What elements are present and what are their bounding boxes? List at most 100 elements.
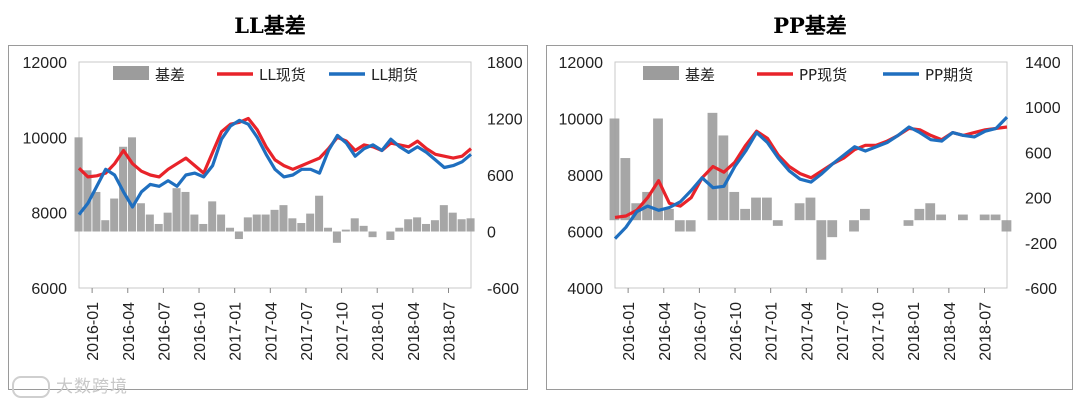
- pp-right-axis-tick: 1000: [1025, 100, 1061, 117]
- ll-plot-area: [78, 61, 472, 289]
- pp-basis-bar: [827, 220, 838, 238]
- ll-basis-bar: [306, 213, 315, 232]
- ll-legend-label: LL期货: [371, 66, 418, 84]
- ll-basis-bar: [430, 220, 439, 232]
- ll-basis-bar: [341, 229, 350, 232]
- ll-basis-bar: [368, 231, 377, 238]
- ll-basis-bar: [315, 195, 324, 232]
- ll-basis-bar: [261, 214, 270, 232]
- pp-x-tick-label: 2016-01: [621, 302, 638, 361]
- ll-basis-bar: [279, 205, 288, 232]
- pp-basis-bar: [620, 158, 631, 221]
- pp-chart-panel: PP基差 12000 10000 8000 6000 4000 1400 1000 600 20…: [540, 0, 1080, 402]
- ll-basis-bar: [448, 212, 457, 232]
- pp-legend-label: PP期货: [925, 66, 973, 84]
- pp-x-tick-label: 2017-04: [799, 302, 816, 361]
- pp-left-axis-tick: 6000: [567, 225, 603, 242]
- ll-basis-bar: [359, 225, 368, 232]
- pp-x-tick-label: 2018-07: [977, 302, 994, 361]
- ll-basis-bar: [128, 137, 137, 232]
- ll-basis-bar: [324, 227, 333, 232]
- pp-basis-bar: [794, 203, 805, 221]
- ll-x-tick-label: 2016-10: [192, 302, 209, 361]
- pp-basis-bar: [925, 203, 936, 221]
- ll-basis-bar: [386, 231, 395, 240]
- pp-basis-bar: [860, 208, 870, 221]
- ll-chart-svg: 120001000080006000180012006000-6002016-0…: [23, 55, 523, 361]
- ll-left-axis-tick: 10000: [23, 130, 68, 147]
- pp-x-tick-label: 2016-04: [657, 302, 674, 361]
- pp-chart-frame: 12000 10000 8000 6000 4000 1400 1000 600 200 -200…: [546, 45, 1073, 390]
- ll-basis-bar: [252, 214, 261, 232]
- pp-basis-bar: [772, 220, 783, 226]
- ll-left-axis-tick: 12000: [23, 55, 68, 72]
- pp-basis-bar: [609, 118, 620, 221]
- ll-x-tick-label: 2016-07: [156, 302, 173, 361]
- ll-right-axis-tick: 600: [487, 168, 514, 185]
- ll-basis-bar: [466, 218, 475, 232]
- ll-basis-bar: [422, 223, 431, 232]
- ll-basis-bar: [154, 223, 163, 232]
- ll-x-tick-label: 2017-04: [263, 302, 280, 361]
- pp-plot-area: [614, 61, 1008, 289]
- pp-legend-label: PP现货: [799, 66, 847, 84]
- ll-basis-bar: [181, 191, 190, 232]
- pp-basis-bar: [751, 197, 761, 221]
- pp-basis-bar: [740, 208, 751, 221]
- ll-basis-bar: [332, 231, 341, 243]
- pp-basis-bar: [903, 220, 914, 226]
- pp-basis-bar: [816, 220, 827, 260]
- ll-series-spot-line: [77, 116, 473, 179]
- ll-series-futures-line: [77, 118, 473, 216]
- pp-series-futures-line: [613, 115, 1009, 240]
- ll-basis-bar: [217, 214, 226, 232]
- ll-x-tick-label: 2018-01: [370, 302, 387, 361]
- ll-basis-bar: [136, 203, 145, 232]
- pp-basis-bar: [849, 220, 859, 232]
- pp-left-axis-tick: 10000: [559, 112, 604, 129]
- ll-basis-bar: [457, 219, 466, 232]
- pp-x-tick-label: 2016-10: [728, 302, 745, 361]
- pp-right-axis-tick: -200: [1025, 236, 1057, 253]
- pp-left-axis-tick: 12000: [559, 55, 604, 72]
- ll-x-tick-label: 2016-04: [121, 302, 138, 361]
- pp-x-tick-label: 2017-07: [835, 302, 852, 361]
- pp-right-axis-tick: -600: [1025, 281, 1057, 298]
- ll-right-axis-tick: 0: [487, 225, 496, 242]
- pp-right-axis-tick: 200: [1025, 191, 1052, 208]
- ll-x-tick-label: 2017-01: [228, 302, 245, 361]
- ll-chart-title: LL基差: [234, 13, 306, 38]
- pp-basis-bar: [979, 214, 990, 221]
- pp-x-tick-label: 2017-10: [871, 302, 888, 361]
- ll-basis-bar: [199, 223, 208, 232]
- ll-legend-basis-swatch: [113, 66, 149, 80]
- ll-right-axis-tick: -600: [487, 281, 519, 298]
- ll-basis-bar: [413, 217, 422, 232]
- ll-legend-label: 基差: [155, 66, 185, 84]
- pp-basis-bar: [729, 191, 740, 221]
- pp-legend-basis-swatch: [643, 66, 679, 80]
- ll-basis-bar: [395, 227, 404, 232]
- pp-legend-label: 基差: [685, 66, 715, 84]
- pp-basis-bar: [805, 197, 816, 221]
- watermark-text: 大数跨境: [56, 377, 128, 397]
- ll-basis-bar: [101, 220, 110, 232]
- pp-basis-bar: [990, 214, 1001, 221]
- watermark-logo-icon: [12, 376, 50, 398]
- ll-basis-bar: [74, 137, 83, 232]
- ll-basis-bar: [288, 218, 297, 232]
- ll-chart-frame: 12000 10000 8000 6000 1800 1200 600 0 -600 2016-0…: [8, 45, 528, 390]
- pp-basis-bar: [958, 214, 968, 221]
- ll-basis-bar: [163, 212, 172, 232]
- ll-right-axis-tick: 1800: [487, 55, 523, 72]
- pp-left-axis-tick: 8000: [567, 168, 603, 185]
- ll-x-tick-label: 2017-10: [335, 302, 352, 361]
- ll-basis-bar: [110, 198, 119, 232]
- ll-basis-bar: [297, 223, 306, 232]
- ll-left-axis-tick: 6000: [31, 281, 67, 298]
- ll-basis-bar: [145, 214, 154, 232]
- pp-left-axis-tick: 4000: [567, 281, 603, 298]
- ll-basis-bar: [234, 231, 243, 240]
- pp-basis-bar: [685, 220, 696, 232]
- ll-basis-bar: [190, 214, 199, 232]
